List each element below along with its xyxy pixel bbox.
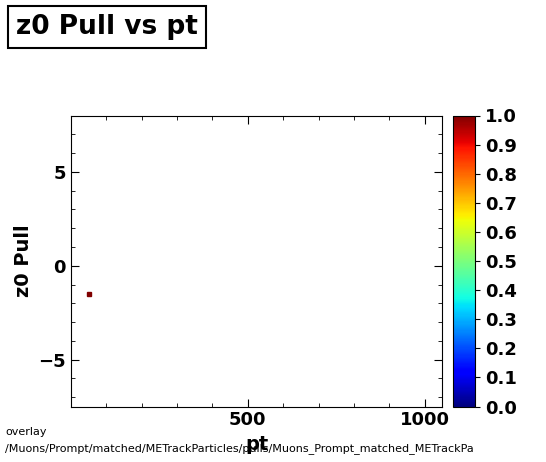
X-axis label: pt: pt [245,435,268,454]
Y-axis label: z0 Pull: z0 Pull [14,225,33,298]
Text: overlay: overlay [5,427,47,438]
Text: z0 Pull vs pt: z0 Pull vs pt [16,14,198,40]
Text: /Muons/Prompt/matched/METrackParticles/pulls/Muons_Prompt_matched_METrackPa: /Muons/Prompt/matched/METrackParticles/p… [5,444,474,455]
